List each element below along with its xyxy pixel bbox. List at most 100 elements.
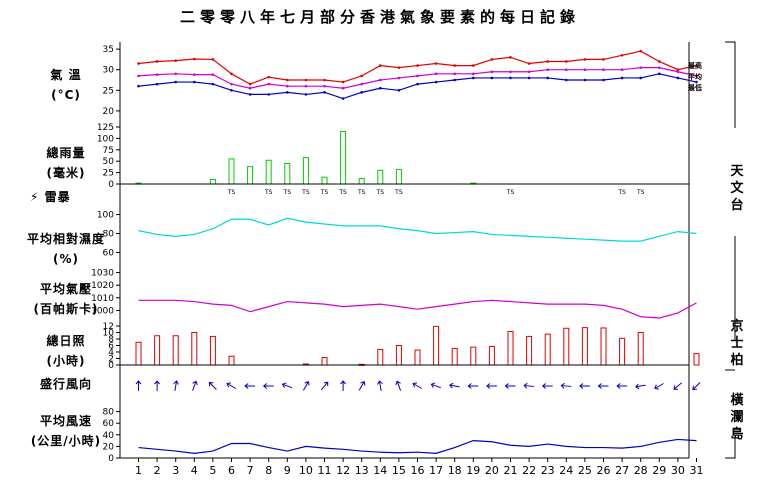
temp-max-line-point	[509, 56, 512, 59]
temp-mean-line-point	[602, 68, 605, 72]
temp-min-line	[138, 73, 697, 100]
temp-max-line-point	[490, 58, 494, 61]
temp-min-line-point	[509, 76, 512, 80]
station-observatory-text: 天文台	[730, 164, 744, 213]
wind-arrow	[654, 383, 664, 390]
sunshine-bar	[488, 345, 495, 366]
x-tick-label: 2	[154, 464, 161, 477]
temp-mean-line-point	[695, 74, 698, 78]
temp-max-line-point	[602, 58, 605, 61]
chart-title: 二零零八年七月部分香港氣象要素的每日記錄	[179, 8, 580, 26]
thunder-mark: TS	[227, 189, 236, 196]
thunder-mark: TS	[506, 189, 515, 196]
wind-arrow-head	[616, 383, 621, 389]
rainfall-label: 總雨量 (毫米)	[2, 143, 130, 183]
pressure-line	[138, 299, 697, 319]
humidity-line	[138, 217, 697, 242]
x-tick-label: 24	[559, 464, 573, 477]
x-tick-label: 5	[209, 464, 216, 477]
bracket-waglan-bottom	[725, 438, 736, 459]
legend-max: 最高	[688, 62, 702, 70]
thunder-mark: TS	[338, 189, 347, 196]
wind-arrow	[262, 383, 274, 389]
temp-min-line-point	[211, 82, 215, 86]
temp-min-line-point	[416, 82, 419, 86]
temp-min-line-point	[658, 72, 661, 76]
sunshine-bar	[451, 347, 458, 366]
wind-speed-ytick-label: 40	[103, 431, 115, 441]
wind-arrow-shaft	[209, 382, 217, 390]
humidity-ytick-label: 80	[103, 230, 115, 240]
temp-mean-line-point	[527, 70, 531, 74]
thunder-mark: TS	[320, 189, 329, 196]
wind-arrow	[135, 380, 142, 391]
pressure-ytick-label: 1010	[91, 294, 114, 304]
thunder-label: ⚡ 雷暴	[30, 187, 110, 207]
sunshine-bar	[191, 332, 198, 366]
temperature-ytick-label: 30	[103, 66, 115, 76]
sunshine-label: 總日照 (小時)	[2, 331, 130, 371]
wind-arrow	[673, 382, 683, 390]
wind-arrow	[616, 383, 628, 389]
wind-arrow-shaft	[174, 380, 178, 392]
wind-speed-ytick-label: 80	[103, 408, 115, 418]
temp-min-line-point	[583, 78, 587, 82]
sunshine-ytick-label: 8	[108, 335, 114, 345]
temp-mean-line-point	[416, 74, 419, 78]
sunshine-bar	[433, 325, 440, 366]
sunshine-ytick-label: 10	[103, 329, 115, 339]
temp-max-line-point	[434, 62, 438, 65]
wind-arrow	[208, 381, 217, 390]
rainfall-ytick-label: 25	[103, 169, 114, 179]
temp-min-line-point	[472, 76, 475, 80]
temp-mean-line-point	[304, 84, 308, 88]
temp-mean-line-point	[565, 68, 568, 72]
temp-mean-line-point	[583, 68, 587, 72]
temp-max-line-point	[546, 60, 549, 63]
temp-max-line-point	[304, 78, 308, 82]
temp-max-line-point	[658, 60, 661, 63]
sunshine-bar	[395, 345, 402, 366]
temp-min-line-point	[230, 88, 233, 92]
x-tick-label: 22	[522, 464, 536, 477]
wind-arrow-head	[504, 383, 509, 389]
x-tick-label: 4	[191, 464, 198, 477]
temp-mean-line-point	[137, 74, 140, 78]
wind-arrow-head	[377, 380, 383, 385]
rain-bar	[321, 176, 328, 185]
temp-min-line-point	[565, 78, 568, 82]
temperature-label-unit: (°C)	[51, 88, 81, 102]
temp-mean-line-point	[676, 70, 680, 74]
x-tick-label: 28	[634, 464, 648, 477]
temp-max-line-point	[583, 58, 587, 61]
rain-bar	[284, 162, 291, 185]
humidity-label: 平均相對濕度 (%)	[2, 229, 130, 269]
sunshine-bar	[321, 357, 328, 366]
temp-max-line-point	[137, 62, 140, 65]
sunshine-bar	[581, 327, 588, 366]
x-tick-label: 8	[265, 464, 272, 477]
wind-arrow-head	[412, 382, 418, 388]
rainfall-label-unit: (毫米)	[46, 166, 86, 180]
temp-min-line-point	[379, 86, 382, 90]
sunshine-bar	[154, 335, 161, 366]
station-kings-park: 京士柏	[726, 318, 748, 369]
x-tick-label: 30	[671, 464, 685, 477]
temp-min-line-point	[323, 91, 326, 94]
temp-min-line-point	[137, 84, 140, 88]
wind-arrow	[244, 383, 256, 389]
pressure-ytick-label: 1030	[91, 269, 114, 279]
wind-arrow-shaft	[282, 383, 293, 389]
wind-arrow-shaft	[524, 385, 535, 387]
humidity-label-unit: (%)	[53, 252, 79, 266]
wind-arrow	[541, 383, 553, 389]
temp-mean-line-point	[267, 82, 271, 86]
temp-mean-line-point	[323, 84, 326, 88]
temp-min-line-point	[341, 97, 345, 100]
wind-speed-ytick-label: 20	[103, 442, 115, 452]
rain-bar	[228, 158, 235, 185]
x-tick-label: 31	[690, 464, 704, 477]
x-tick-label: 10	[299, 464, 313, 477]
thunder-mark: TS	[301, 189, 310, 196]
thunder-mark: TS	[617, 189, 626, 196]
